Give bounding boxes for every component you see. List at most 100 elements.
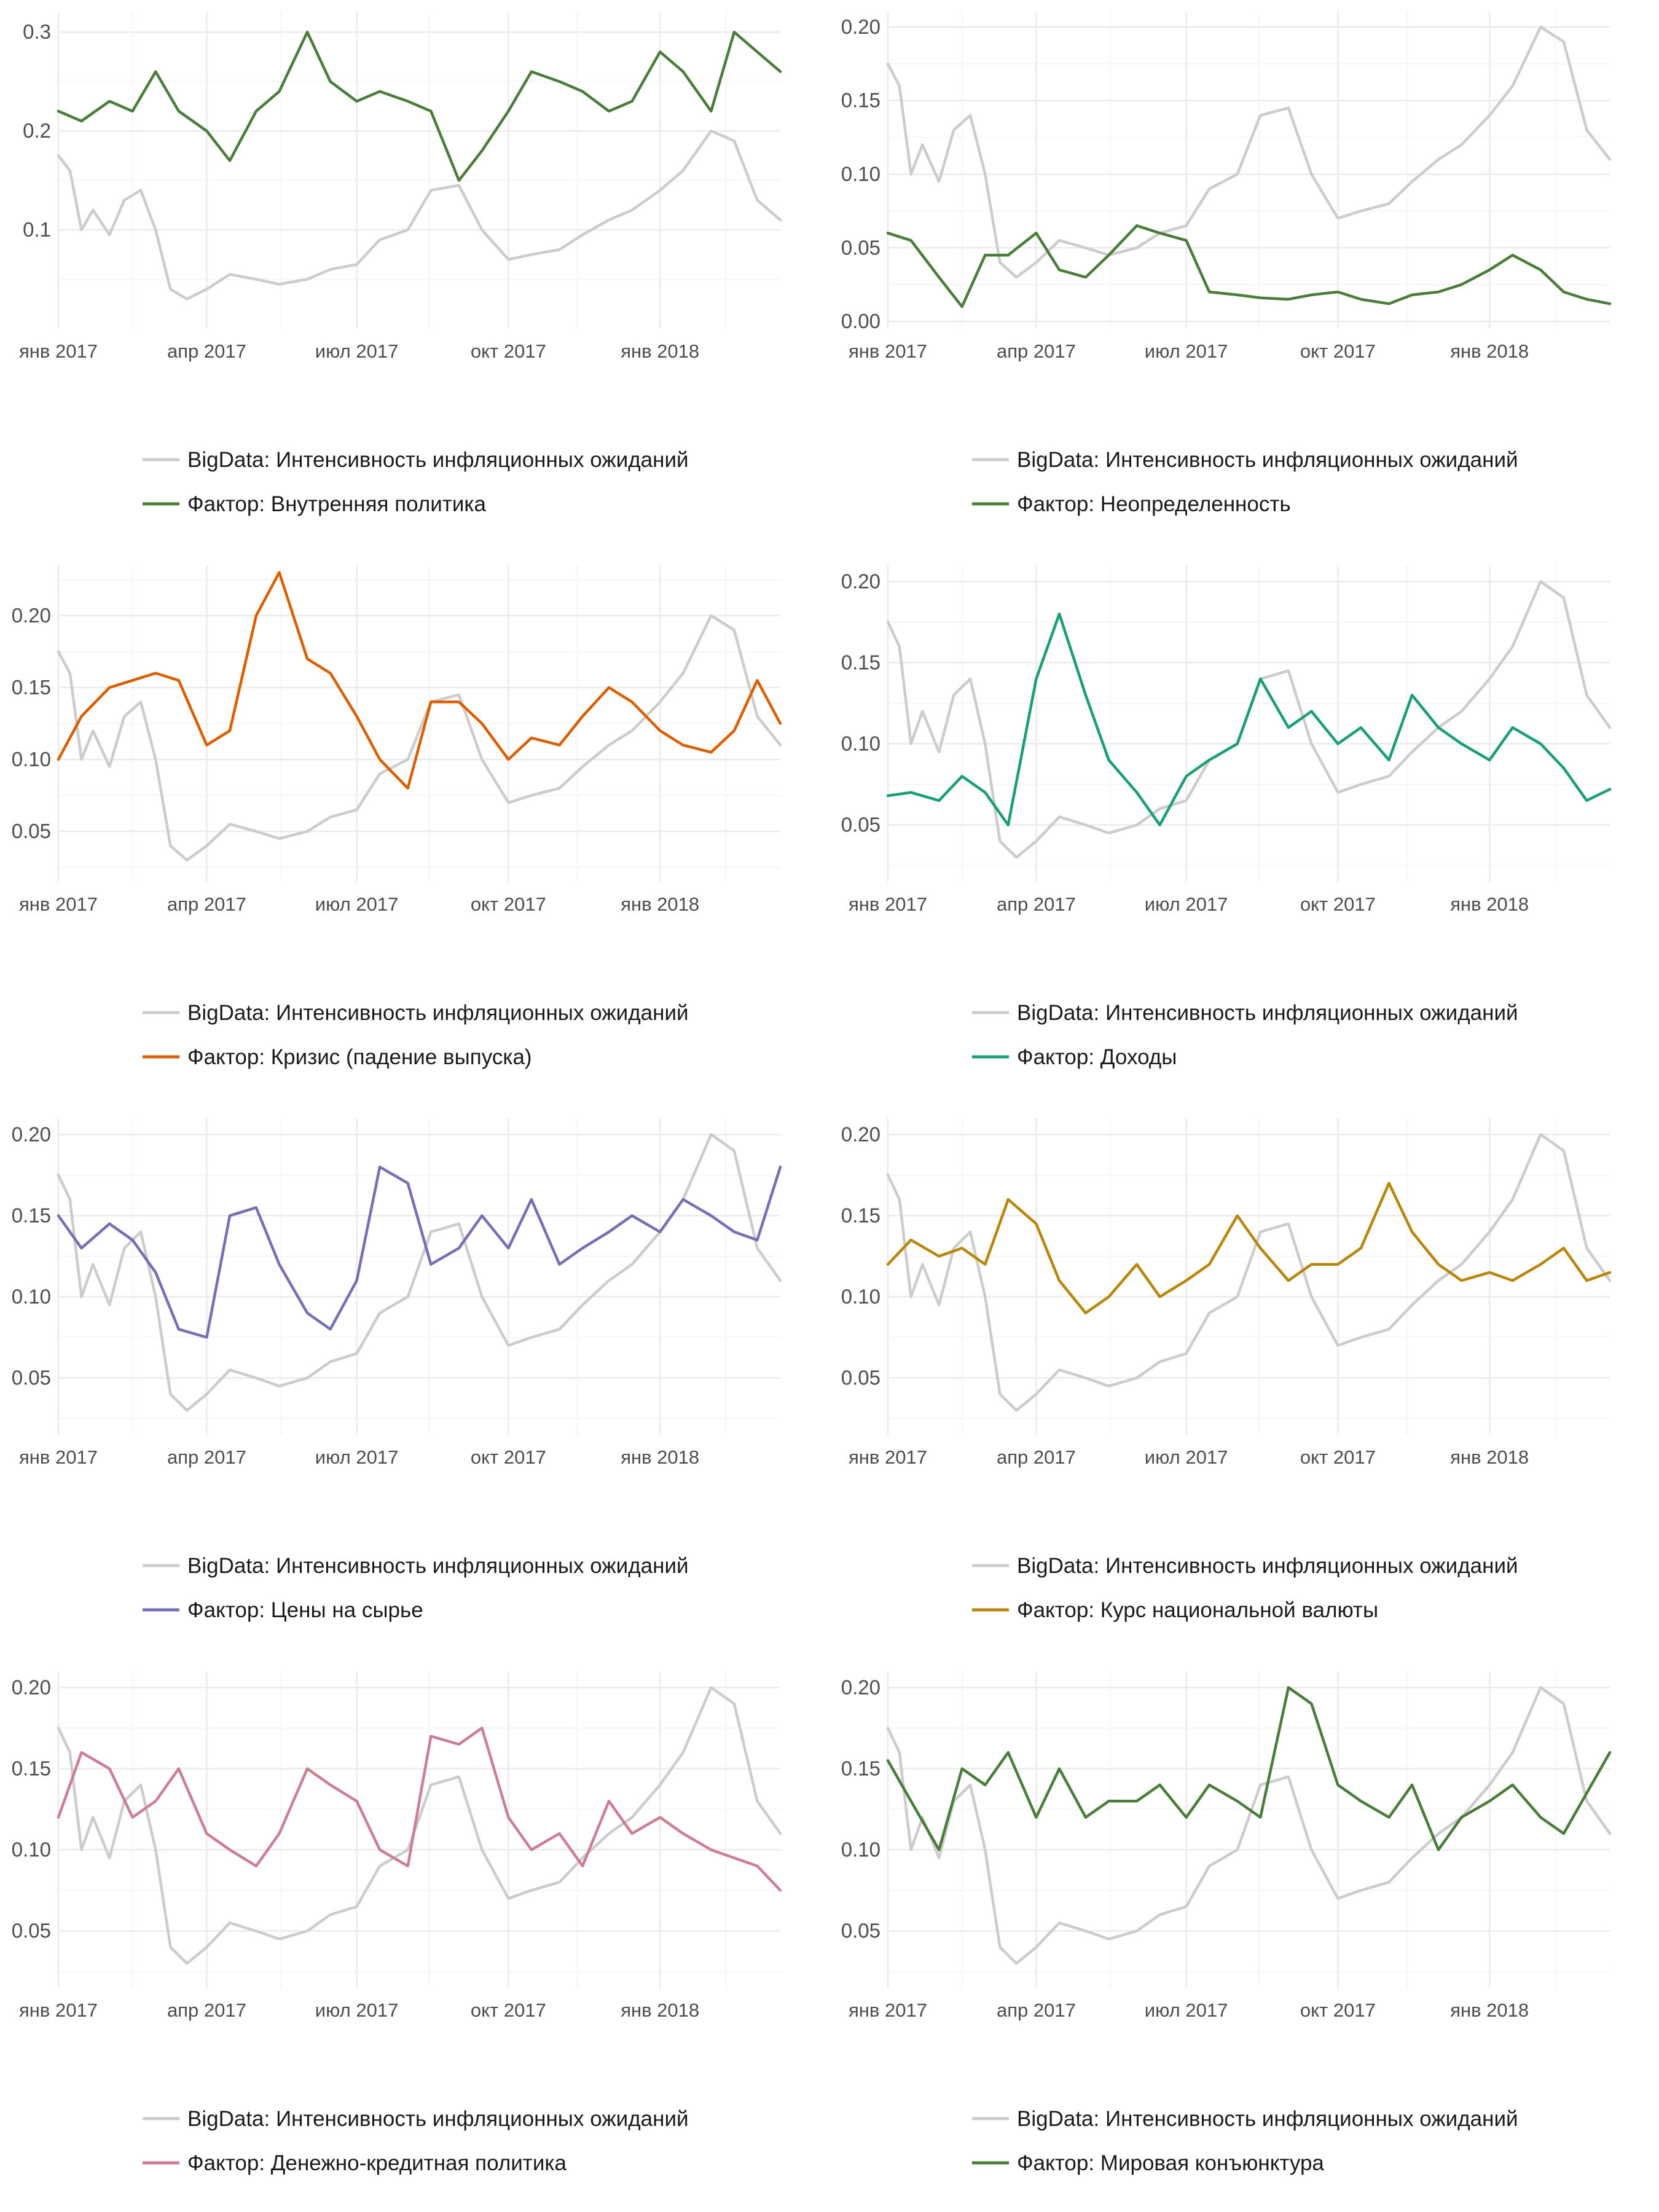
y-tick-label: 0.10 bbox=[841, 732, 880, 755]
series-line-bigdata bbox=[57, 129, 782, 300]
y-tick-label: 0.10 bbox=[841, 1285, 880, 1308]
x-tick-label: янв 2017 bbox=[19, 1999, 98, 2021]
x-tick-label: окт 2017 bbox=[1300, 340, 1376, 362]
series-line-bigdata bbox=[57, 1133, 782, 1412]
series-line-factor bbox=[886, 1182, 1612, 1315]
y-tick-label: 0.05 bbox=[841, 236, 880, 259]
x-tick-label: янв 2017 bbox=[19, 1446, 98, 1468]
legend-label: BigData: Интенсивность инфляционных ожид… bbox=[1017, 448, 1518, 472]
y-tick-label: 0.20 bbox=[841, 1123, 880, 1145]
legend-label: Фактор: Неопределенность bbox=[1017, 492, 1291, 516]
legend-label: BigData: Интенсивность инфляционных ожид… bbox=[1017, 1001, 1518, 1025]
x-tick-label: янв 2017 bbox=[19, 340, 98, 362]
y-tick-label: 0.20 bbox=[12, 604, 51, 627]
legend-label: BigData: Интенсивность инфляционных ожид… bbox=[187, 448, 689, 472]
x-tick-label: янв 2017 bbox=[849, 1999, 927, 2021]
y-tick-label: 0.10 bbox=[12, 1285, 51, 1308]
y-tick-label: 0.20 bbox=[841, 1676, 880, 1698]
legend-label: BigData: Интенсивность инфляционных ожид… bbox=[1017, 1554, 1518, 1578]
x-tick-label: июл 2017 bbox=[315, 1999, 399, 2021]
chart-panel: янв 2017 апр 2017 июл 2017 окт 2017 янв 2018… bbox=[841, 12, 1612, 516]
series-line-bigdata bbox=[886, 25, 1612, 279]
series-line-factor bbox=[886, 1686, 1612, 1851]
y-tick-label: 0.15 bbox=[841, 89, 880, 112]
legend-label: BigData: Интенсивность инфляционных ожид… bbox=[187, 1554, 689, 1578]
legend-label: Фактор: Кризис (падение выпуска) bbox=[187, 1045, 532, 1069]
x-tick-label: июл 2017 bbox=[1145, 893, 1228, 915]
x-tick-label: янв 2018 bbox=[621, 1999, 699, 2021]
series-line-factor bbox=[57, 30, 782, 182]
x-tick-label: июл 2017 bbox=[315, 893, 399, 915]
y-tick-label: 0.20 bbox=[12, 1123, 51, 1145]
x-tick-label: янв 2017 bbox=[849, 893, 927, 915]
x-tick-label: окт 2017 bbox=[1300, 893, 1376, 915]
x-tick-label: янв 2017 bbox=[19, 893, 98, 915]
y-tick-label: 0.05 bbox=[12, 1367, 51, 1389]
series-line-factor bbox=[57, 1727, 782, 1892]
y-tick-label: 0.10 bbox=[12, 748, 51, 771]
x-tick-label: апр 2017 bbox=[167, 340, 246, 362]
y-tick-label: 0.05 bbox=[841, 814, 880, 836]
series-line-bigdata bbox=[886, 1686, 1612, 1965]
legend-label: Фактор: Цены на сырье bbox=[187, 1598, 423, 1622]
series-line-factor bbox=[57, 571, 782, 790]
y-tick-label: 0.15 bbox=[841, 1757, 880, 1779]
y-tick-label: 0.15 bbox=[841, 651, 880, 673]
x-tick-label: окт 2017 bbox=[471, 893, 546, 915]
x-tick-label: апр 2017 bbox=[167, 1999, 246, 2021]
y-tick-label: 0.00 bbox=[841, 310, 880, 332]
y-tick-label: 0.20 bbox=[12, 1676, 51, 1698]
series-line-factor bbox=[886, 612, 1612, 826]
x-tick-label: янв 2018 bbox=[621, 893, 699, 915]
y-tick-label: 0.05 bbox=[841, 1920, 880, 1942]
x-tick-label: июл 2017 bbox=[1145, 1446, 1228, 1468]
y-tick-label: 0.15 bbox=[12, 676, 51, 699]
chart-panel: янв 2017 апр 2017 июл 2017 окт 2017 янв 2018… bbox=[12, 1671, 782, 2175]
chart-panel: янв 2017 апр 2017 июл 2017 окт 2017 янв 2018… bbox=[841, 1118, 1612, 1622]
x-tick-label: янв 2018 bbox=[1450, 1999, 1529, 2021]
x-tick-label: окт 2017 bbox=[471, 1999, 546, 2021]
chart-panel: янв 2017 апр 2017 июл 2017 окт 2017 янв 2018… bbox=[12, 565, 782, 1069]
legend-label: Фактор: Мировая конъюнктура bbox=[1017, 2151, 1324, 2175]
x-tick-label: апр 2017 bbox=[997, 340, 1076, 362]
x-tick-label: окт 2017 bbox=[1300, 1446, 1376, 1468]
series-line-bigdata bbox=[57, 1686, 782, 1965]
y-tick-label: 0.2 bbox=[23, 119, 51, 142]
x-tick-label: апр 2017 bbox=[997, 1999, 1076, 2021]
y-tick-label: 0.15 bbox=[12, 1204, 51, 1226]
legend-label: BigData: Интенсивность инфляционных ожид… bbox=[187, 1001, 689, 1025]
y-tick-label: 0.05 bbox=[841, 1367, 880, 1389]
x-tick-label: апр 2017 bbox=[997, 1446, 1076, 1468]
x-tick-label: июл 2017 bbox=[315, 1446, 399, 1468]
legend-label: Фактор: Внутренняя политика bbox=[187, 492, 487, 516]
x-tick-label: янв 2017 bbox=[849, 340, 927, 362]
y-tick-label: 0.10 bbox=[12, 1838, 51, 1861]
series-line-factor bbox=[57, 1165, 782, 1339]
x-tick-label: янв 2018 bbox=[621, 1446, 699, 1468]
x-tick-label: янв 2018 bbox=[1450, 1446, 1529, 1468]
y-tick-label: 0.20 bbox=[841, 570, 880, 592]
y-tick-label: 0.05 bbox=[12, 820, 51, 842]
chart-panel: янв 2017 апр 2017 июл 2017 окт 2017 янв 2018… bbox=[841, 565, 1612, 1069]
chart-panel: янв 2017 апр 2017 июл 2017 окт 2017 янв 2018… bbox=[841, 1671, 1612, 2175]
x-tick-label: янв 2018 bbox=[1450, 340, 1529, 362]
series-line-bigdata bbox=[886, 1133, 1612, 1412]
x-tick-label: окт 2017 bbox=[471, 1446, 546, 1468]
y-tick-label: 0.15 bbox=[12, 1757, 51, 1779]
x-tick-label: янв 2018 bbox=[1450, 893, 1529, 915]
x-tick-label: окт 2017 bbox=[1300, 1999, 1376, 2021]
series-line-bigdata bbox=[886, 580, 1612, 859]
y-tick-label: 0.1 bbox=[23, 218, 51, 241]
x-tick-label: июл 2017 bbox=[1145, 1999, 1228, 2021]
x-tick-label: июл 2017 bbox=[315, 340, 399, 362]
y-tick-label: 0.3 bbox=[23, 20, 51, 43]
x-tick-label: янв 2018 bbox=[621, 340, 699, 362]
y-tick-label: 0.20 bbox=[841, 15, 880, 38]
x-tick-label: янв 2017 bbox=[849, 1446, 927, 1468]
series-line-factor bbox=[886, 224, 1612, 308]
x-tick-label: июл 2017 bbox=[1145, 340, 1228, 362]
legend-label: Фактор: Денежно-кредитная политика bbox=[187, 2151, 567, 2175]
legend-label: Фактор: Доходы bbox=[1017, 1045, 1177, 1069]
legend-label: Фактор: Курс национальной валюты bbox=[1017, 1598, 1378, 1622]
